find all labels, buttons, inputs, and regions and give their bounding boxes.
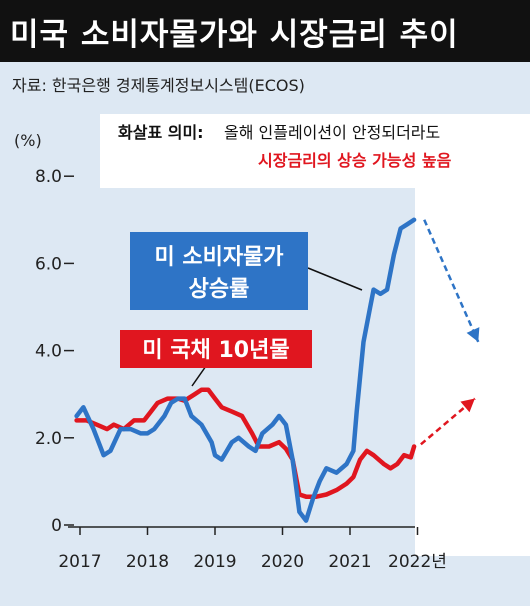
cpi-label-connector	[307, 267, 363, 291]
y-tick-label: 0	[51, 516, 62, 536]
title-bar: 미국 소비자물가와 시장금리 추이	[0, 0, 530, 62]
y-tick-label: 8.0	[35, 167, 62, 187]
note-line2: 시장금리의 상승 가능성 높음	[258, 151, 452, 170]
bond-label-connector	[191, 365, 207, 387]
x-tick-label: 2020	[261, 552, 304, 572]
x-tick-label: 2022년	[388, 552, 447, 572]
source-note: 자료: 한국은행 경제통계정보시스템(ECOS)	[12, 76, 305, 95]
x-tick-label: 2021	[328, 552, 371, 572]
bond-projection-arrow	[420, 397, 476, 446]
bond-series-line	[74, 387, 417, 499]
x-tick-label: 2018	[126, 552, 169, 572]
note-line1: 올해 인플레이션이 안정되더라도	[224, 123, 440, 142]
bond-label-text: 미 국채 10년물	[142, 338, 289, 363]
x-tick-label: 2017	[58, 552, 101, 572]
note-box-bg	[100, 114, 530, 188]
cpi-arrowhead-icon	[466, 327, 480, 342]
cpi-label-text: 미 소비자물가	[154, 245, 283, 270]
projection-panel	[415, 150, 530, 556]
y-axis-label: (%)	[14, 131, 42, 150]
cpi-series-line	[74, 217, 417, 523]
series-layer	[74, 217, 480, 523]
chart-title: 미국 소비자물가와 시장금리 추이	[10, 16, 459, 53]
note-heading: 화살표 의미:	[118, 123, 204, 142]
cpi-label-text: 상승률	[189, 277, 250, 302]
cpi-label-box	[130, 232, 308, 310]
axes: 8.0 6.0 4.0 2.0 0 2017 2018 2019 2020 2021 2022년	[35, 167, 447, 572]
bond-arrowhead-icon	[460, 398, 475, 413]
note-box: 화살표 의미: 올해 인플레이션이 안정되더라도 시장금리의 상승 가능성 높음	[100, 114, 530, 188]
y-tick-label: 2.0	[35, 429, 62, 449]
y-tick-label: 4.0	[35, 342, 62, 362]
bond-label-box	[120, 330, 312, 368]
y-tick-label: 6.0	[35, 254, 62, 274]
cpi-projection-arrow	[423, 219, 480, 343]
x-tick-label: 2019	[193, 552, 236, 572]
